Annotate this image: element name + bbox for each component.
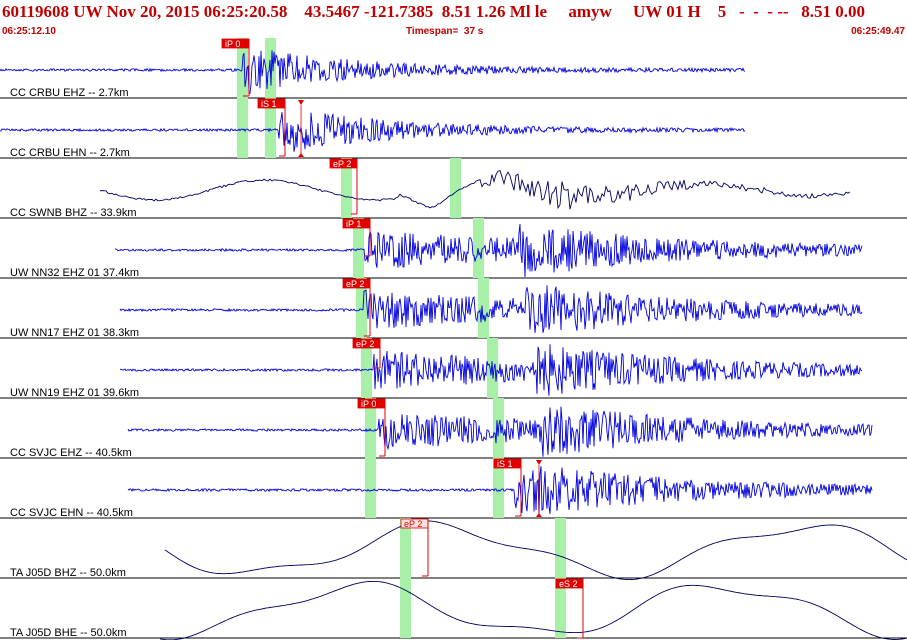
channel-label: TA J05D BHE -- 50.0km bbox=[10, 627, 127, 639]
p-arrival-band bbox=[361, 338, 372, 398]
s-marker-icon[interactable] bbox=[298, 100, 304, 105]
channel-label: UW NN32 EHZ 01 37.4km bbox=[10, 267, 139, 279]
p-arrival-band bbox=[365, 458, 376, 518]
s-marker-bottom-icon bbox=[536, 513, 542, 517]
seismic-waveform bbox=[0, 112, 746, 152]
s-marker-bottom-icon bbox=[298, 153, 304, 157]
s-arrival-band bbox=[555, 518, 566, 578]
p-arrival-band bbox=[356, 278, 367, 338]
p-arrival-band bbox=[365, 398, 376, 458]
pick-label: iP 1 bbox=[346, 219, 361, 229]
channel-label: CC SVJC EHZ -- 40.5km bbox=[10, 447, 132, 459]
end-time: 06:25:49.47 bbox=[851, 26, 905, 37]
p-arrival-band bbox=[237, 98, 248, 158]
p-arrival-band bbox=[353, 218, 364, 278]
seismic-waveform bbox=[119, 285, 863, 333]
event-summary: 60119608 UW Nov 20, 2015 06:25:20.58 43.… bbox=[2, 2, 866, 21]
seismic-waveform bbox=[0, 50, 746, 94]
channel-label: CC SWNB BHZ -- 33.9km bbox=[10, 207, 137, 219]
channel-label: TA J05D BHZ -- 50.0km bbox=[10, 567, 126, 579]
s-arrival-band bbox=[450, 158, 461, 218]
timespan-label: Timespan= 37 s bbox=[406, 26, 484, 37]
pick-label: iP 0 bbox=[361, 399, 376, 409]
seismic-waveform bbox=[127, 406, 873, 457]
pick-label: eS 2 bbox=[559, 579, 578, 589]
pick-label: eP 2 bbox=[356, 339, 374, 349]
seismic-waveform bbox=[114, 223, 863, 278]
event-header: 60119608 UW Nov 20, 2015 06:25:20.58 43.… bbox=[0, 0, 907, 25]
pick-label: iS 1 bbox=[497, 459, 513, 469]
seismic-waveform bbox=[99, 170, 851, 210]
seismic-waveform bbox=[159, 580, 907, 640]
seismic-waveform bbox=[164, 520, 907, 581]
channel-label: CC CRBU EHN -- 2.7km bbox=[10, 147, 130, 159]
pick-label: iP 0 bbox=[225, 39, 240, 49]
s-marker-icon[interactable] bbox=[536, 460, 542, 465]
s-arrival-band bbox=[473, 218, 484, 278]
channel-label: CC SVJC EHN -- 40.5km bbox=[10, 507, 133, 519]
pick-label: iS 1 bbox=[261, 99, 277, 109]
s-arrival-band bbox=[265, 98, 276, 158]
s-arrival-band bbox=[555, 578, 566, 638]
pick-label: eP 2 bbox=[404, 519, 422, 529]
channel-label: CC CRBU EHZ -- 2.7km bbox=[10, 87, 129, 99]
seismic-waveform bbox=[119, 344, 863, 396]
seismic-waveform bbox=[127, 466, 873, 516]
pick-label: eP 2 bbox=[333, 159, 351, 169]
pick-label: eP 2 bbox=[346, 279, 364, 289]
s-arrival-band bbox=[478, 278, 489, 338]
s-arrival-band bbox=[493, 458, 504, 518]
trace-panel[interactable]: iP 0 iS 1 eP 2 iP 1 eP 2 eP 2 iP 0 iS 1 eP 2 eS 2… bbox=[0, 38, 907, 640]
start-time: 06:25:12.10 bbox=[2, 26, 56, 37]
p-arrival-band bbox=[400, 518, 411, 578]
channel-label: UW NN19 EHZ 01 39.6km bbox=[10, 387, 139, 399]
p-arrival-band bbox=[400, 578, 411, 638]
channel-label: UW NN17 EHZ 01 38.3km bbox=[10, 327, 139, 339]
p-arrival-band bbox=[341, 158, 352, 218]
